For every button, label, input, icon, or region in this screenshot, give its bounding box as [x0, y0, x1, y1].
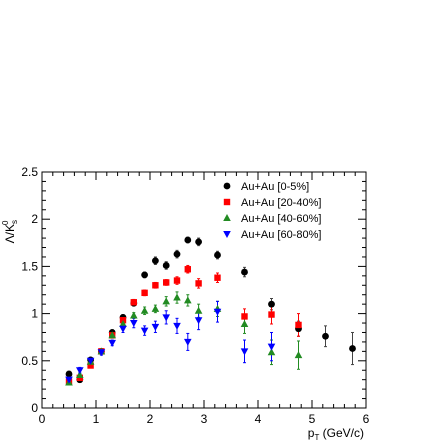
data-point-series-2: [173, 293, 181, 301]
x-tick-label: 0: [39, 412, 46, 426]
data-point-series-2: [119, 319, 127, 327]
data-point-series-1: [184, 266, 191, 273]
legend-label: Au+Au [40-60%]: [241, 213, 321, 225]
data-point-series-1: [295, 321, 302, 329]
data-point-series-0: [184, 236, 192, 244]
data-point-series-2: [162, 297, 170, 305]
data-point-series-1: [241, 313, 248, 320]
data-point-series-3: [108, 339, 116, 347]
data-point-series-3: [97, 349, 106, 357]
data-point-series-3: [151, 323, 160, 331]
data-point-series-1: [130, 299, 137, 306]
data-point-series-0: [141, 271, 149, 279]
data-point-series-2: [267, 348, 276, 356]
data-point-series-1: [163, 279, 170, 286]
data-point-series-0: [349, 345, 356, 352]
data-point-series-2: [130, 311, 138, 319]
data-point-series-1: [141, 289, 148, 297]
data-point-series-0: [65, 370, 73, 378]
y-tick-label: 1: [31, 307, 38, 321]
data-point-series-0: [162, 262, 170, 269]
data-point-series-1: [152, 282, 159, 289]
data-point-series-3: [240, 348, 249, 356]
data-point-series-1: [87, 362, 94, 369]
y-axis-label: Λ/Ks0: [1, 220, 19, 243]
legend-label: Au+Au [0-5%]: [241, 181, 309, 193]
data-point-series-3: [65, 376, 73, 384]
data-point-series-0: [322, 332, 329, 340]
data-point-series-2: [76, 370, 84, 378]
data-point-series-3: [173, 322, 181, 330]
x-tick-label: 2: [147, 412, 154, 426]
data-point-series-3: [86, 357, 95, 365]
data-point-series-0: [173, 250, 181, 258]
data-point-series-3: [76, 367, 84, 375]
data-point-series-0: [195, 238, 203, 246]
legend-label: Au+Au [60-80%]: [241, 229, 321, 241]
y-tick-label: 2: [31, 212, 38, 226]
legend-marker: [223, 231, 231, 238]
y-tick-label: 0: [31, 401, 38, 415]
data-point-series-3: [119, 325, 127, 333]
x-tick-label: 1: [93, 412, 100, 426]
x-tick-label: 5: [309, 412, 316, 426]
x-tick-label: 6: [363, 412, 370, 426]
data-point-series-3: [267, 343, 276, 351]
data-point-series-1: [268, 311, 275, 318]
data-point-series-0: [152, 257, 159, 265]
y-tick-label: 1.5: [21, 259, 38, 273]
legend-marker: [223, 198, 231, 206]
data-point-series-3: [184, 338, 192, 346]
data-point-series-2: [151, 304, 160, 312]
data-point-series-1: [173, 277, 181, 284]
legend-marker: [223, 182, 231, 190]
x-axis-label: pT (GeV/c): [308, 426, 364, 442]
data-point-series-2: [184, 296, 192, 304]
data-point-series-2: [194, 306, 203, 314]
legend-marker: [223, 214, 231, 221]
error-bars: [67, 236, 354, 385]
y-tick-label: 2.5: [21, 165, 38, 179]
data-point-series-1: [195, 280, 202, 287]
axis-ticks: 0 1 2 3 4 5 6 0 0.5 1 1.5 2 2.5: [21, 165, 369, 426]
data-points: [65, 236, 356, 386]
x-tick-label: 4: [255, 412, 262, 426]
data-point-series-2: [294, 351, 303, 359]
data-point-series-0: [268, 300, 275, 308]
data-point-series-1: [214, 274, 221, 281]
data-point-series-3: [130, 320, 138, 328]
data-point-series-0: [214, 251, 221, 259]
data-point-series-0: [241, 268, 248, 276]
data-point-series-3: [213, 308, 222, 316]
data-point-series-2: [240, 319, 249, 327]
x-tick-label: 3: [201, 412, 208, 426]
data-point-series-2: [108, 331, 116, 339]
legend-label: Au+Au [20-40%]: [241, 197, 321, 209]
legend: Au+Au [0-5%] Au+Au [20-40%] Au+Au [40-60%]…: [223, 181, 321, 241]
data-point-series-3: [140, 327, 149, 335]
data-point-series-3: [194, 317, 203, 325]
y-tick-label: 0.5: [21, 354, 38, 368]
data-point-series-2: [140, 306, 149, 314]
data-point-series-3: [162, 314, 170, 322]
